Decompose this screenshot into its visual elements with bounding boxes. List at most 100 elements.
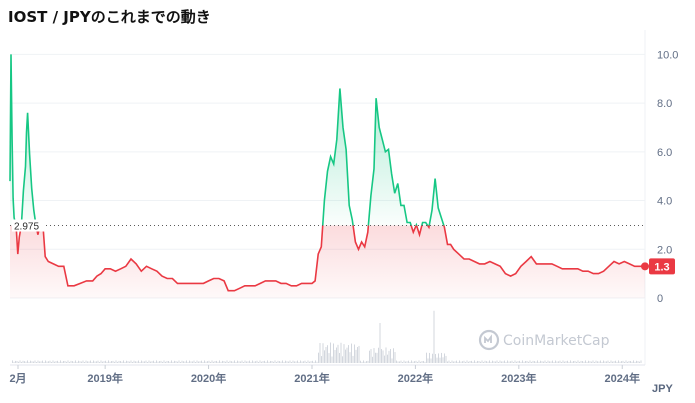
volume-bar <box>541 361 543 363</box>
volume-bar <box>247 361 249 363</box>
volume-bar <box>171 360 172 363</box>
volume-bar <box>498 361 499 363</box>
volume-bar <box>136 361 138 363</box>
volume-bar <box>537 360 538 363</box>
volume-bar <box>13 361 15 363</box>
volume-bar <box>142 361 144 363</box>
volume-bar <box>280 361 282 363</box>
volume-bar <box>394 352 396 363</box>
volume-bar <box>360 360 361 363</box>
volume-bar <box>429 352 430 363</box>
volume-bar <box>294 361 295 363</box>
area-below-reference <box>10 225 645 298</box>
volume-bar <box>420 361 421 363</box>
volume-bar <box>637 361 639 363</box>
volume-bar <box>19 360 21 363</box>
volume-bar <box>342 356 343 363</box>
volume-bar <box>100 360 102 363</box>
volume-bar <box>108 360 109 363</box>
volume-bar <box>513 361 514 363</box>
volume-bar <box>408 360 409 363</box>
volume-bar <box>301 361 303 363</box>
current-price-tag <box>649 258 675 275</box>
volume-bar <box>237 360 238 363</box>
volume-bar <box>177 361 178 363</box>
volume-bar <box>387 354 388 363</box>
volume-bar <box>322 343 324 363</box>
volume-bar <box>204 360 205 363</box>
volume-bar <box>288 361 289 363</box>
volume-bar <box>480 361 481 363</box>
volume-bar <box>435 353 436 363</box>
volume-bar <box>25 361 27 363</box>
volume-bar <box>384 355 385 363</box>
volume-bar <box>523 361 525 363</box>
y-axis-ticks: 10.0 8.0 6.0 4.0 2.0 0 <box>657 49 678 305</box>
volume-bar <box>217 361 219 363</box>
volume-bar <box>339 352 340 363</box>
volume-bar <box>186 360 187 363</box>
volume-bar <box>289 360 291 363</box>
volume-bar <box>96 361 97 363</box>
volume-bar <box>364 361 366 363</box>
volume-bar <box>475 361 477 363</box>
volume-bar <box>508 361 510 363</box>
volume-bar <box>522 360 523 363</box>
volume-bar <box>576 361 577 363</box>
reference-label-bg <box>12 219 46 232</box>
volume-bar <box>496 360 498 363</box>
volume-bar <box>81 361 82 363</box>
volume-bar <box>436 357 438 363</box>
volume-bar <box>324 350 325 363</box>
volume-bar <box>201 360 202 363</box>
volume-bar <box>309 361 310 363</box>
y-tick-label: 6.0 <box>657 147 672 159</box>
watermark-text: CoinMarketCap <box>503 333 610 349</box>
volume-bar <box>439 357 441 363</box>
x-tick-label: 2019年 <box>87 371 122 385</box>
volume-bar <box>265 361 267 363</box>
volume-bar <box>463 360 465 363</box>
volume-bar <box>369 350 370 363</box>
volume-bar <box>40 361 42 363</box>
volume-bar <box>159 361 160 363</box>
volume-bar <box>249 360 250 363</box>
chart-title: IOST / JPYのこれまでの動き <box>8 8 211 26</box>
volume-bar <box>510 361 511 363</box>
volume-bar <box>174 360 175 363</box>
volume-bar <box>526 360 528 363</box>
volume-bar <box>297 360 298 363</box>
volume-bar <box>15 360 16 363</box>
volume-bar <box>261 361 262 363</box>
volume-bar <box>474 360 475 363</box>
currency-label: JPY <box>652 383 673 395</box>
volume-bar <box>636 360 637 363</box>
y-tick-label: 2.0 <box>657 244 672 256</box>
volume-bar <box>60 360 61 363</box>
volume-bar <box>366 361 367 363</box>
volume-bar <box>264 360 265 363</box>
volume-bar <box>438 353 439 363</box>
current-price-label: 1.3 <box>654 261 669 273</box>
volume-bar <box>151 361 153 363</box>
volume-bar <box>187 361 189 363</box>
volume-bar <box>213 361 214 363</box>
volume-bar <box>393 348 394 363</box>
volume-bar <box>627 361 628 363</box>
volume-bar <box>535 361 537 363</box>
volume-bar <box>543 361 544 363</box>
volume-bar <box>520 361 522 363</box>
volume-bar <box>240 361 241 363</box>
volume-bar <box>163 360 165 363</box>
volume-bar <box>223 361 225 363</box>
volume-bar <box>574 360 576 363</box>
volume-bar <box>250 361 252 363</box>
volume-bar <box>418 360 420 363</box>
volume-bar <box>399 361 400 363</box>
volume-bar <box>514 360 516 363</box>
volume-bar <box>178 360 180 363</box>
volume-bar <box>459 360 460 363</box>
volume-bar <box>415 360 417 363</box>
volume-bar <box>292 360 294 363</box>
